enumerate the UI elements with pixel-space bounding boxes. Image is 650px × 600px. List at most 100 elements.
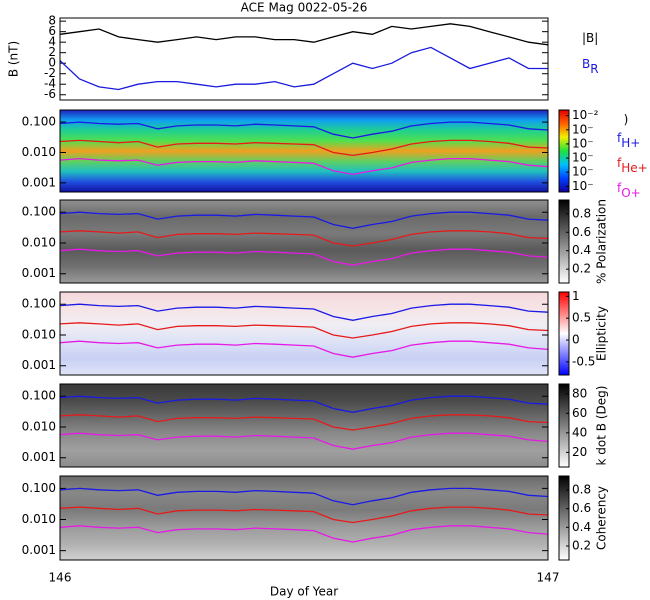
legend-label: |B| [582,31,598,45]
colorbar-tick-label: 10⁻ [572,122,594,136]
legend-label: fO+ [617,181,641,200]
y-tick-label: 0.010 [22,512,56,526]
y-tick-label: 0.010 [22,235,56,249]
legend-name: |B| [582,31,598,45]
y-tick-label: 0.001 [22,175,56,189]
colorbar-tick-label: 0.8 [572,206,591,220]
y-tick-label: -6 [44,87,56,101]
y-tick-label: 0.010 [22,145,56,159]
colorbar [558,109,570,193]
x-axis-label: Day of Year [270,585,338,599]
y-axis-label: B (nT) [7,41,21,77]
data-line [59,432,549,450]
data-line [59,395,549,413]
y-tick-label: 0.100 [22,205,56,219]
axes-frame [59,291,549,376]
data-line [59,303,549,321]
y-tick-label: 0.001 [22,266,56,280]
spectrogram-background [60,292,548,375]
data-line [59,322,549,339]
legend-label: fH+ [617,131,640,150]
spectrogram-background [60,476,548,560]
x-tick-label: 147 [537,571,560,585]
axes-frame [59,17,549,101]
data-line [59,121,549,139]
data-line [59,414,549,431]
colorbar-tick-label: 40 [572,425,587,439]
y-tick-label: 0.010 [22,419,56,433]
y-tick-label: 0.100 [22,297,56,311]
colorbar-tick-label: 80 [572,386,587,400]
colorbar-tick-label: 0.8 [572,483,591,497]
data-line [59,487,549,506]
colorbar-tick-label: 10⁻ [572,136,594,150]
colorbar-label: k dot B (Deg) [595,386,609,466]
legend-label: BR [582,57,599,76]
colorbar [558,475,570,561]
data-line [59,340,549,358]
colorbar [558,383,570,468]
legend-name: f [617,156,622,170]
y-tick-label: 0.001 [22,450,56,464]
colorbar-tick-label: -0.5 [572,354,595,368]
colorbar [558,199,570,284]
colorbar-tick-label: 1 [572,289,580,303]
y-tick-label: 6 [48,24,56,38]
colorbar-label: % Polarization [595,199,609,284]
y-tick-label: 4 [48,35,56,49]
legend-subscript: He+ [621,161,647,175]
colorbar-tick-label: 0.2 [572,539,591,553]
colorbar-tick-label: 20 [572,445,587,459]
data-line [59,46,548,91]
colorbar-label: Ellipticity [595,306,609,361]
axes-frame [59,383,549,468]
colorbar-tick-label: 10⁻² [572,108,599,122]
legend-name: B [582,57,590,71]
data-line [59,230,549,247]
spectrogram-background [60,110,548,192]
axes-frame [59,199,549,284]
data-line [59,157,549,176]
colorbar-tick-label: 0.4 [572,243,591,257]
colorbar-tick-label: 10⁻ [572,179,594,193]
colorbar-tick-label: 0 [572,333,580,347]
colorbar-tick-label: 10⁻ [572,151,594,165]
legend-subscript: H+ [621,136,640,150]
y-tick-label: 0.001 [22,358,56,372]
axes-frame [59,475,549,561]
y-tick-label: 8 [48,14,56,28]
y-tick-label: 0.001 [22,543,56,557]
data-line [59,211,549,229]
spectrogram-background [60,384,548,467]
legend-label: fHe+ [617,156,648,175]
colorbar-tick-label: 0.6 [572,225,591,239]
data-line [59,23,549,46]
data-line [59,506,549,524]
data-line [59,139,549,157]
y-tick-label: 2 [48,45,56,59]
colorbar-tick-label: 0.6 [572,501,591,515]
y-tick-label: 0.010 [22,327,56,341]
y-tick-label: 0 [48,56,56,70]
y-tick-label: 0.100 [22,115,56,129]
spectrogram-background [60,200,548,283]
y-tick-label: -4 [44,77,56,91]
legend-name: f [617,181,622,195]
colorbar-tick-label: 0.5 [572,311,591,325]
axes-frame [59,109,549,193]
y-tick-label: 0.100 [22,481,56,495]
chart-title: ACE Mag 0022-05-26 [241,1,368,15]
colorbar-label: Coherency [595,486,609,550]
colorbar-tick-label: 10⁻ [572,165,594,179]
data-line [59,248,549,266]
x-tick-label: 146 [49,571,72,585]
y-tick-label: -2 [44,66,56,80]
legend-subscript: R [590,62,598,76]
y-tick-label: 0.100 [22,389,56,403]
legend-name: f [617,131,622,145]
colorbar [558,291,570,376]
legend-subscript: O+ [621,186,641,200]
colorbar-tick-label: 0.4 [572,520,591,534]
colorbar-tick-label: 60 [572,406,587,420]
